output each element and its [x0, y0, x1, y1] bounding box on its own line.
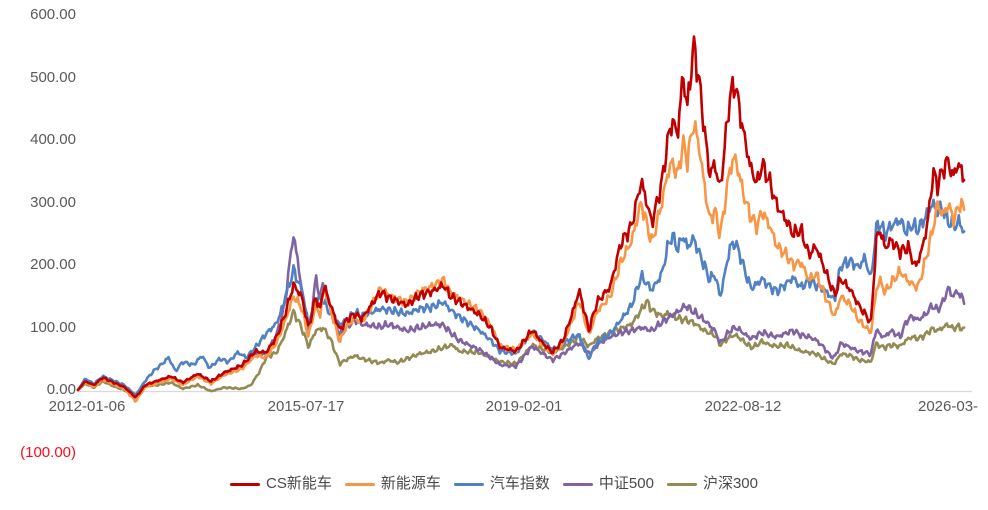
series-line-沪深300 — [76, 298, 966, 398]
legend-line-swatch — [230, 482, 261, 486]
legend-label: 沪深300 — [702, 475, 758, 492]
legend-item: CS新能车 — [230, 475, 332, 493]
legend-line-swatch — [453, 482, 484, 486]
legend-label: 新能源车 — [380, 475, 441, 492]
y-tick-label: (100.00) — [20, 443, 76, 461]
x-tick-label: 2019-02-01 — [485, 398, 563, 415]
y-tick-label: 400.00 — [30, 131, 76, 148]
series-line-CS新能车 — [76, 35, 966, 399]
y-tick-label: 600.00 — [30, 6, 76, 23]
x-tick-label: 2015-07-17 — [267, 398, 345, 415]
legend-label: 中证500 — [598, 475, 654, 492]
legend: CS新能车 新能源车 汽车指数 中证500 沪深300 — [0, 474, 988, 494]
legend-item: 沪深300 — [666, 475, 758, 493]
series-line-中证500 — [76, 236, 966, 398]
legend-line-swatch — [562, 482, 593, 486]
legend-item: 新能源车 — [344, 475, 441, 493]
y-tick-label: 300.00 — [30, 193, 76, 211]
legend-item: 中证500 — [562, 475, 654, 493]
x-tick-label: 2026-03- — [918, 398, 979, 415]
legend-label: CS新能车 — [266, 475, 332, 492]
x-tick-label: 2022-08-12 — [704, 398, 782, 415]
legend-line-swatch — [344, 482, 375, 486]
legend-label: 汽车指数 — [489, 475, 550, 492]
y-tick-label: 0.00 — [46, 381, 76, 398]
x-tick-label: 2012-01-06 — [48, 398, 126, 415]
series-line-汽车指数 — [76, 198, 966, 396]
y-tick-label: 200.00 — [30, 256, 76, 273]
legend-line-swatch — [666, 482, 697, 486]
y-tick-label: 100.00 — [30, 318, 76, 336]
legend-item: 汽车指数 — [453, 475, 550, 493]
y-tick-label: 500.00 — [30, 68, 76, 86]
